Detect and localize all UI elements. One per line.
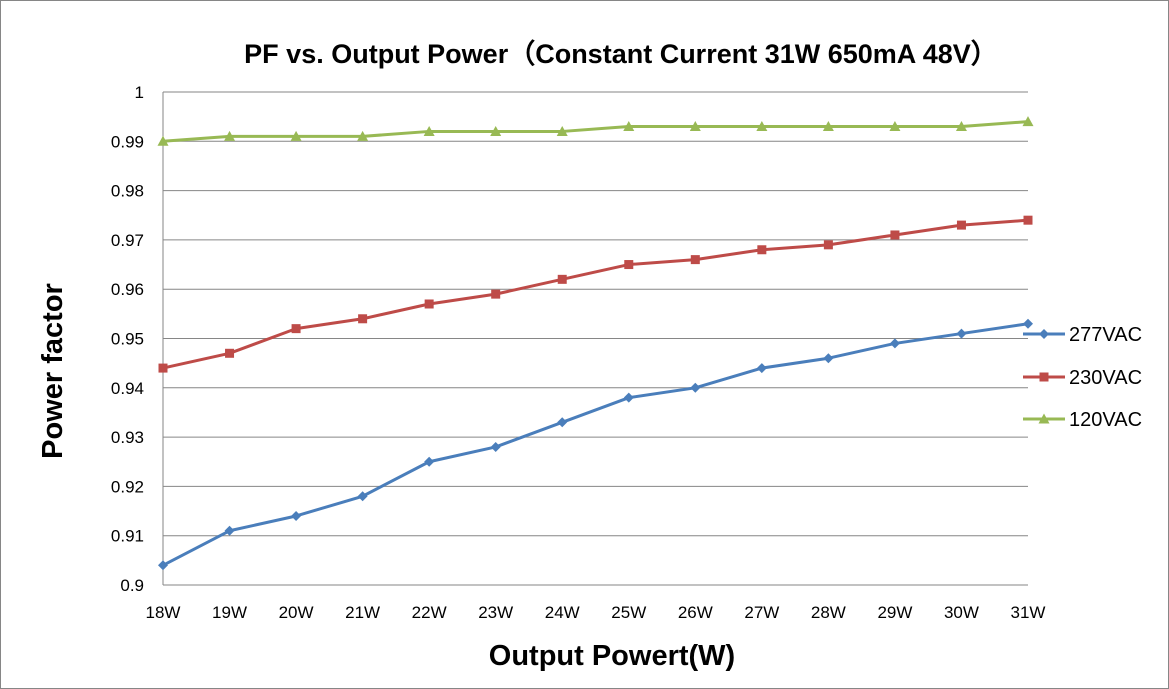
series-line [162, 120, 1029, 143]
data-point [424, 456, 435, 467]
data-point [357, 491, 368, 502]
x-tick-label: 20W [279, 603, 314, 622]
data-point [157, 135, 169, 146]
series-277VAC [158, 318, 1033, 571]
x-tick-label: 29W [877, 603, 912, 622]
x-tick-label: 22W [412, 603, 447, 622]
y-tick-label: 0.93 [111, 428, 144, 447]
y-tick-label: 0.94 [111, 379, 144, 398]
series-line [162, 218, 1029, 370]
y-tick-label: 0.98 [111, 182, 144, 201]
data-point [757, 245, 767, 255]
data-point [1023, 318, 1033, 329]
data-point [491, 289, 501, 299]
y-tick-label: 1 [135, 83, 144, 102]
data-point [291, 510, 302, 521]
data-point [357, 130, 369, 141]
legend-marker [1038, 413, 1050, 424]
data-point [955, 121, 967, 132]
data-point [224, 130, 236, 141]
data-point [1023, 215, 1033, 225]
y-axis-title: Power factor [37, 283, 69, 459]
data-point [557, 417, 568, 428]
series-group [157, 116, 1034, 571]
y-tick-labels: 0.9 0.91 0.92 0.93 0.94 0.95 0.96 0.97 0.98 0.99 1 [111, 83, 144, 595]
y-tick-label: 0.92 [111, 477, 144, 496]
data-point [623, 121, 635, 132]
x-tick-label: 25W [611, 603, 646, 622]
x-tick-label: 28W [811, 603, 846, 622]
data-point [890, 230, 900, 240]
x-tick-label: 18W [146, 603, 181, 622]
x-tick-label: 27W [744, 603, 779, 622]
data-point [290, 130, 302, 141]
data-point [158, 560, 168, 571]
data-point [889, 121, 901, 132]
y-tick-label: 0.95 [111, 330, 144, 349]
x-tick-label: 21W [345, 603, 380, 622]
y-tick-label: 0.96 [111, 280, 144, 299]
data-point [823, 353, 834, 364]
y-tick-label: 0.97 [111, 231, 144, 250]
x-tick-label: 26W [678, 603, 713, 622]
data-point [490, 441, 501, 452]
x-tick-label: 24W [545, 603, 580, 622]
legend-marker [1039, 372, 1049, 382]
data-point [690, 382, 701, 393]
legend: 277VAC 230VAC 120VAC [1023, 324, 1142, 431]
data-point [557, 274, 567, 284]
data-point [490, 125, 502, 136]
data-point [889, 338, 900, 349]
legend-item: 230VAC [1023, 367, 1142, 389]
gridlines [162, 91, 1028, 586]
data-point [225, 348, 235, 358]
y-tick-label: 0.9 [120, 576, 144, 595]
data-point [358, 314, 368, 324]
data-point [956, 220, 966, 230]
legend-label: 120VAC [1069, 409, 1142, 431]
x-axis-title: Output Powert(W) [489, 640, 735, 672]
legend-label: 230VAC [1069, 367, 1142, 389]
x-tick-label: 31W [1011, 603, 1046, 622]
x-tick-label: 23W [478, 603, 513, 622]
data-point [158, 363, 168, 373]
data-point [956, 328, 967, 339]
data-point [291, 324, 301, 334]
data-point [690, 255, 700, 265]
data-point [756, 363, 767, 374]
data-point [1022, 116, 1034, 127]
chart-title: PF vs. Output Power（Constant Current 31W… [244, 39, 998, 69]
y-tick-label: 0.91 [111, 527, 144, 546]
data-point [756, 121, 768, 132]
legend-item: 120VAC [1023, 409, 1142, 431]
data-point [224, 525, 235, 536]
data-point [823, 240, 833, 250]
legend-item: 277VAC [1023, 324, 1142, 346]
data-point [623, 392, 634, 403]
series-230VAC [158, 215, 1033, 373]
x-tick-label: 30W [944, 603, 979, 622]
data-point [624, 260, 634, 270]
data-point [556, 125, 568, 136]
series-line [162, 322, 1029, 567]
x-tick-label: 19W [212, 603, 247, 622]
y-tick-label: 0.99 [111, 132, 144, 151]
data-point [822, 121, 834, 132]
legend-marker [1039, 329, 1049, 339]
data-point [424, 299, 434, 309]
data-point [423, 125, 435, 136]
x-tick-labels: 18W 19W 20W 21W 22W 23W 24W 25W 26W 27W 28W 29W 30W 3… [146, 603, 1046, 622]
series-120VAC [157, 116, 1034, 146]
legend-label: 277VAC [1069, 324, 1142, 346]
data-point [689, 121, 701, 132]
